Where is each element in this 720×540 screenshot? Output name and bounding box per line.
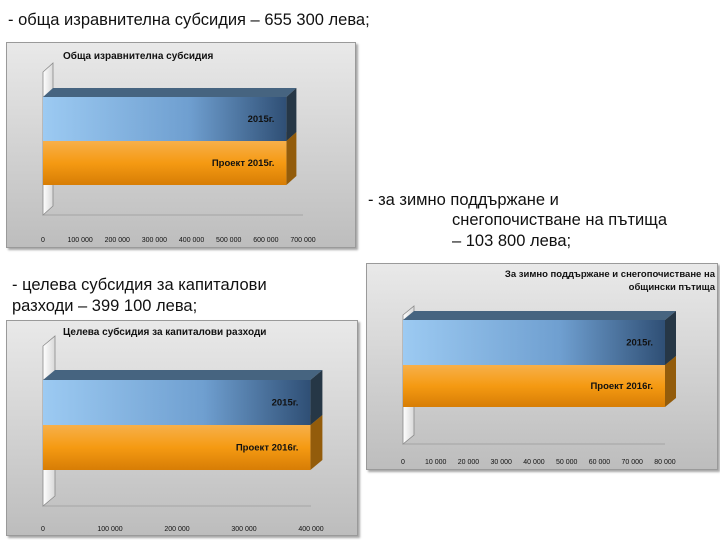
x-tick-label: 0 <box>41 237 45 244</box>
chart-capital-subsidy-svg: Целева субсидия за капиталови разходи Про… <box>41 326 324 533</box>
bar-label: Проект 2016г. <box>590 381 653 392</box>
chart-winter-maintenance-svg: За зимно поддържане и снегопочистване на… <box>401 269 716 466</box>
x-tick-label: 600 000 <box>253 237 278 244</box>
chart-general-subsidy: Обща изравнителна субсидия Проект 2015г. 2… <box>6 42 356 248</box>
x-tick-label: 300 000 <box>142 237 167 244</box>
x-tick-label: 40 000 <box>523 459 545 466</box>
x-tick-label: 200 000 <box>164 526 189 533</box>
caption-capital-line1: - целева субсидия за капиталови <box>12 276 267 294</box>
bar-label: 2015г. <box>272 398 299 409</box>
chart-general-subsidy-svg: Обща изравнителна субсидия Проект 2015г. 2… <box>41 50 316 244</box>
chart-title-line: Целева субсидия за капиталови разходи <box>63 326 266 338</box>
chart-title-line: Обща изравнителна субсидия <box>63 50 214 62</box>
x-tick-label: 50 000 <box>556 459 578 466</box>
caption-general-subsidy: - обща изравнителна субсидия – 655 300 л… <box>8 11 370 29</box>
caption-capital-line2: разходи – 399 100 лева; <box>12 297 198 315</box>
chart-title-line: общински пътища <box>629 282 716 293</box>
caption-winter-line2: снегопочистване на пътища <box>452 211 668 229</box>
x-tick-label: 500 000 <box>216 237 241 244</box>
x-tick-label: 400 000 <box>179 237 204 244</box>
x-tick-label: 700 000 <box>290 237 315 244</box>
bar-2015 <box>403 311 676 365</box>
chart-title-line: За зимно поддържане и снегопочистване на <box>505 269 716 280</box>
caption-winter-line1: - за зимно поддържане и <box>368 191 559 209</box>
x-tick-label: 20 000 <box>458 459 480 466</box>
x-tick-label: 10 000 <box>425 459 447 466</box>
x-tick-label: 100 000 <box>67 237 92 244</box>
chart-capital-subsidy: Целева субсидия за капиталови разходи Про… <box>6 320 358 536</box>
bar-label: 2015г. <box>626 338 653 349</box>
chart-winter-maintenance: За зимно поддържане и снегопочистване на… <box>366 263 718 470</box>
x-tick-label: 300 000 <box>231 526 256 533</box>
x-tick-label: 60 000 <box>589 459 611 466</box>
x-tick-label: 400 000 <box>298 526 323 533</box>
bar-2015 <box>43 88 297 141</box>
bar-label: 2015г. <box>248 114 275 125</box>
x-tick-label: 0 <box>41 526 45 533</box>
bar-2015 <box>43 370 323 425</box>
x-tick-label: 70 000 <box>622 459 644 466</box>
x-tick-label: 80 000 <box>654 459 676 466</box>
bar-label: Проект 2015г. <box>212 158 275 169</box>
x-tick-label: 100 000 <box>97 526 122 533</box>
x-tick-label: 30 000 <box>491 459 513 466</box>
x-tick-label: 200 000 <box>105 237 130 244</box>
caption-winter-line3: – 103 800 лева; <box>452 232 572 250</box>
bar-label: Проект 2016г. <box>236 443 299 454</box>
x-tick-label: 0 <box>401 459 405 466</box>
